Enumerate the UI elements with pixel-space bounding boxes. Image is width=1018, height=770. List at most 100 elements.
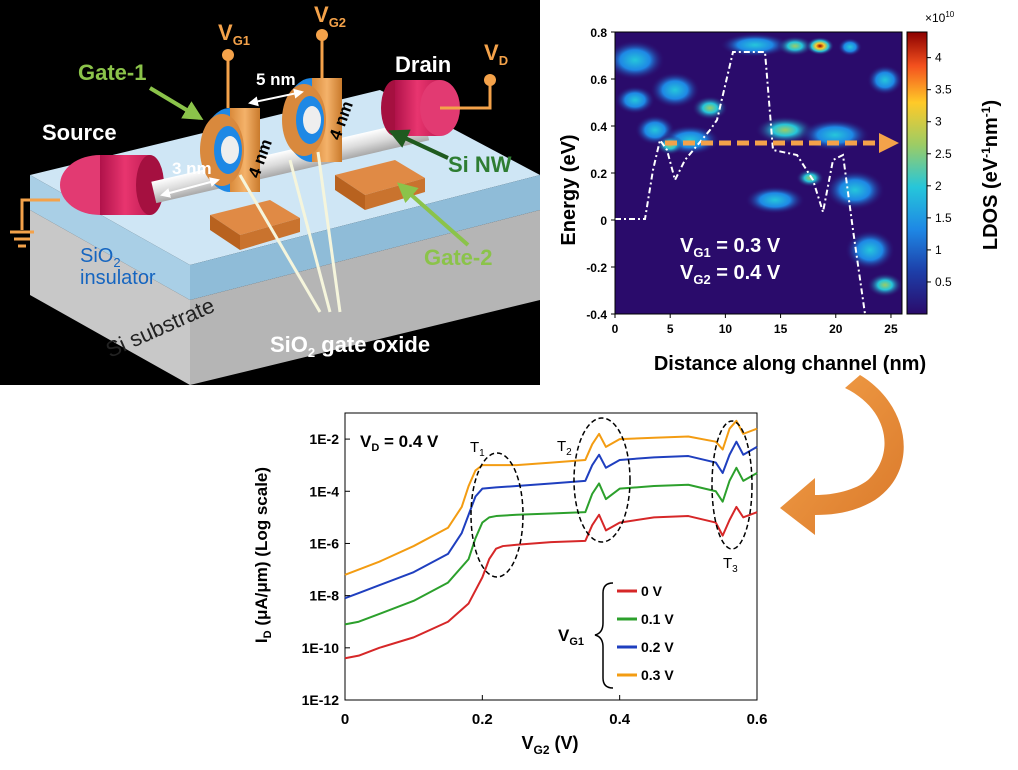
legend-label-1: 0.1 V: [641, 611, 674, 627]
gate2-label: Gate-2: [424, 245, 492, 270]
colorbar-label: LDOS (eV-1nm-1): [979, 100, 1002, 250]
colorbar-tick-label: 2.5: [935, 147, 952, 161]
gate2-pad-top: [335, 160, 425, 195]
curved-arrow: [770, 360, 920, 550]
source-label: Source: [42, 120, 117, 145]
gate1-label: Gate-1: [78, 60, 146, 85]
ldos-y-tick-label: 0.2: [590, 167, 607, 181]
idvg-x-tick-label: 0.6: [747, 711, 768, 728]
colorbar-tick-label: 2: [935, 179, 942, 193]
ldos-x-tick-label: 10: [719, 322, 733, 336]
colorbar-tick-label: 3: [935, 115, 942, 129]
ldos-x-label: Distance along channel (nm): [654, 353, 926, 375]
idvg-x-ticks: 0 0.2 0.4 0.6: [341, 695, 768, 728]
colorbar-ticks: 4 3.5 3 2.5 2 1.5 1 0.5: [927, 51, 952, 289]
oxide-pointer-2: [288, 159, 332, 313]
ldos-x-tick-label: 20: [829, 322, 843, 336]
gate2-pointer: [397, 182, 470, 247]
idvg-x-tick-label: 0.4: [609, 711, 631, 728]
si-nw-label: Si NW: [448, 152, 512, 177]
ldos-y-tick-label: -0.4: [586, 308, 607, 322]
idvg-y-tick-label: 1E-10: [302, 640, 340, 656]
legend-title: VG1: [558, 626, 584, 648]
curved-arrow-shape: [780, 375, 904, 535]
idvg-y-ticks: 1E-2 1E-4 1E-6 1E-8 1E-10 1E-12: [302, 431, 350, 708]
colorbar-tick-label: 0.5: [935, 275, 952, 289]
gate1-pad-side: [210, 215, 240, 250]
ldos-x-tick-label: 0: [612, 322, 619, 336]
ground-lead: [20, 198, 60, 230]
oxide-pointer-3: [316, 151, 342, 313]
ldos-x-tick-label: 5: [667, 322, 674, 336]
idvg-vd-annotation: VD = 0.4 V: [360, 432, 439, 454]
legend-label-3: 0.3 V: [641, 667, 674, 683]
t2-ellipse: [573, 417, 631, 543]
source-dim-arrow: [160, 177, 220, 198]
gate1-pad-front: [240, 218, 300, 250]
gate-oxide-label: SiO2 gate oxide: [270, 332, 430, 360]
ldos-x-tick-label: 25: [884, 322, 898, 336]
vg1-terminal: [222, 49, 234, 61]
curved-arrow-svg: [780, 375, 904, 535]
insulator-side-left: [30, 175, 190, 300]
legend-label-0: 0 V: [641, 583, 663, 599]
ldos-map-svg: VG1 = 0.3 V VG2 = 0.4 V 0.8 0.6 0.4 0.2 0 -0.…: [558, 10, 1002, 375]
t3-label: T3: [723, 555, 738, 575]
substrate-side-right: [190, 210, 540, 385]
vg2-terminal: [316, 29, 328, 41]
gate1-pad-top: [210, 200, 300, 235]
idvg-series-line-2: [344, 440, 758, 600]
gate2-core: [303, 106, 321, 134]
idvg-x-tick-label: 0.2: [472, 711, 493, 728]
idvg-plot-area: [344, 412, 758, 701]
colorbar-tick-label: 4: [935, 51, 942, 65]
id-vg-chart: 1E-2 1E-4 1E-6 1E-8 1E-10 1E-12 0 0.2 0.4 0.6 ID…: [245, 395, 775, 765]
device-schematic-svg: VG1 VG2 VD Gate-1 Source Drain 5 nm 3 nm…: [10, 2, 540, 385]
vd-terminal: [484, 74, 496, 86]
idvg-series-line-0: [344, 505, 758, 660]
ldos-map: VG1 = 0.3 V VG2 = 0.4 V 0.8 0.6 0.4 0.2 0 -0.…: [545, 0, 1018, 385]
gate1-core: [221, 136, 239, 164]
id-vg-chart-svg: 1E-2 1E-4 1E-6 1E-8 1E-10 1E-12 0 0.2 0.4 0.6 ID…: [252, 412, 768, 757]
vd-lead: [440, 85, 492, 110]
colorbar: [906, 31, 928, 315]
idvg-y-tick-label: 1E-8: [309, 588, 339, 604]
idvg-series: [344, 419, 758, 660]
drain-label: Drain: [395, 52, 451, 77]
idvg-x-tick-label: 0: [341, 711, 349, 728]
idvg-series-line-1: [344, 466, 758, 626]
t2-label: T2: [557, 438, 572, 458]
idvg-y-tick-label: 1E-12: [302, 692, 340, 708]
ldos-y-tick-label: 0: [600, 214, 607, 228]
gap-dim-arrow: [248, 88, 304, 107]
oxide-pointer-1: [238, 174, 322, 313]
vg1-label: VG1: [218, 20, 250, 48]
t1-ellipse: [470, 452, 524, 578]
idvg-y-tick-label: 1E-4: [309, 483, 339, 499]
ldos-y-tick-label: -0.2: [586, 261, 607, 275]
substrate-side-left: [30, 210, 190, 385]
legend-brace: [594, 582, 614, 689]
t3-ellipse: [711, 420, 753, 550]
ldos-y-tick-label: 0.6: [590, 73, 607, 87]
insulator-side-right: [190, 175, 540, 300]
idvg-y-tick-label: 1E-6: [309, 535, 339, 551]
idvg-y-label: ID (μA/μm) (Log scale): [252, 467, 274, 643]
colorbar-exponent: ×1010: [925, 10, 955, 25]
legend-label-2: 0.2 V: [641, 639, 674, 655]
gate1-pointer: [148, 86, 204, 121]
ldos-x-tick-label: 15: [774, 322, 788, 336]
insulator-label-1: SiO2: [80, 245, 121, 270]
idvg-legend: 0 V 0.1 V 0.2 V 0.3 V: [617, 583, 674, 683]
t1-label: T1: [470, 439, 485, 459]
ldos-x-ticks: 0 5 10 15 20 25: [612, 314, 898, 336]
source-dim-label: 3 nm: [172, 159, 212, 178]
idvg-x-label: VG2 (V): [521, 733, 578, 757]
ldos-y-label: Energy (eV): [558, 134, 580, 245]
insulator-label-2: insulator: [80, 267, 156, 289]
ldos-y-tick-label: 0.4: [590, 120, 607, 134]
si-nw-pointer: [388, 129, 449, 160]
device-schematic: VG1 VG2 VD Gate-1 Source Drain 5 nm 3 nm…: [0, 0, 540, 385]
colorbar-tick-label: 3.5: [935, 83, 952, 97]
gap-dim-label: 5 nm: [256, 70, 296, 89]
